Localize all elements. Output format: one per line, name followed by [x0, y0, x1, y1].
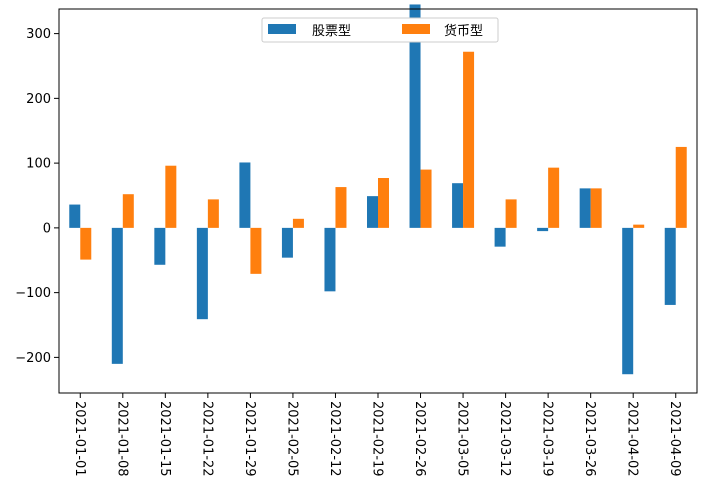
bar-money-2021-01-29 — [250, 227, 262, 274]
bar-stock-2021-03-26 — [579, 188, 591, 228]
bar-stock-2021-03-19 — [537, 227, 549, 232]
bar-stock-2021-04-09 — [664, 227, 676, 305]
bar-money-2021-01-08 — [122, 194, 134, 228]
bar-stock-2021-03-12 — [494, 227, 506, 247]
bar-stock-2021-02-19 — [367, 196, 378, 228]
bar-money-2021-03-05 — [463, 51, 475, 228]
bar-money-2021-02-26 — [420, 169, 432, 228]
x-tick-label: 2021-02-19 — [370, 401, 385, 477]
x-tick-label: 2021-02-05 — [284, 401, 299, 477]
bar-money-2021-01-22 — [207, 199, 219, 228]
x-tick-label: 2021-01-29 — [242, 401, 257, 477]
x-tick-label: 2021-01-01 — [72, 401, 87, 477]
y-tick-label: 300 — [26, 27, 51, 42]
bar-stock-2021-02-05 — [281, 227, 293, 258]
x-tick-label: 2021-03-05 — [455, 401, 470, 477]
bar-money-2021-03-26 — [590, 188, 602, 228]
x-axis: 2021-01-01 2021-01-08 2021-01-15 2021-01-22… — [72, 393, 682, 477]
legend-swatch-money — [402, 24, 430, 34]
bar-money-2021-02-12 — [335, 187, 347, 228]
y-tick-label: 200 — [26, 92, 51, 107]
y-tick-label: −100 — [15, 286, 51, 301]
legend-label-stock: 股票型 — [312, 24, 351, 39]
bar-stock-2021-02-12 — [324, 227, 336, 292]
bar-stock-2021-01-15 — [154, 227, 166, 265]
bar-stock-2021-01-01 — [69, 204, 81, 228]
legend: 股票型 货币型 — [261, 17, 499, 43]
bar-money-2021-01-15 — [165, 165, 177, 228]
bar-stock-2021-02-26 — [409, 4, 421, 228]
bar-money-2021-03-12 — [505, 199, 517, 228]
legend-box — [261, 17, 499, 43]
bar-stock-2021-01-22 — [196, 227, 208, 320]
legend-swatch-stock — [268, 24, 296, 34]
bar-money-2021-04-02 — [633, 224, 645, 228]
y-tick-label: −200 — [15, 351, 51, 366]
x-tick-label: 2021-01-22 — [199, 401, 214, 477]
bar-stock-2021-03-05 — [452, 183, 464, 228]
plot-frame — [58, 8, 698, 394]
y-axis: −200 −100 0 100 200 300 — [15, 27, 59, 366]
x-tick-label: 2021-04-02 — [625, 401, 640, 477]
y-tick-label: 0 — [43, 221, 51, 236]
x-tick-label: 2021-01-15 — [157, 401, 172, 477]
x-tick-label: 2021-03-19 — [540, 401, 555, 477]
bar-money-2021-04-09 — [675, 146, 687, 228]
x-tick-label: 2021-01-08 — [114, 401, 129, 477]
x-tick-label: 2021-02-26 — [412, 401, 427, 477]
bar-money-2021-03-19 — [548, 167, 560, 228]
x-tick-label: 2021-03-26 — [582, 401, 597, 477]
bar-stock-2021-04-02 — [622, 227, 634, 375]
bar-money-2021-02-19 — [378, 178, 389, 228]
x-tick-label: 2021-03-12 — [497, 401, 512, 477]
legend-label-money: 货币型 — [444, 23, 483, 39]
bar-money-2021-02-05 — [292, 218, 304, 228]
y-tick-label: 100 — [26, 157, 51, 172]
x-tick-label: 2021-04-09 — [667, 401, 682, 477]
bar-stock-2021-01-29 — [239, 162, 251, 228]
bar-stock-2021-01-08 — [111, 227, 123, 364]
bars-layer — [69, 4, 687, 375]
bar-money-2021-01-01 — [80, 227, 92, 260]
x-tick-label: 2021-02-12 — [327, 401, 342, 477]
